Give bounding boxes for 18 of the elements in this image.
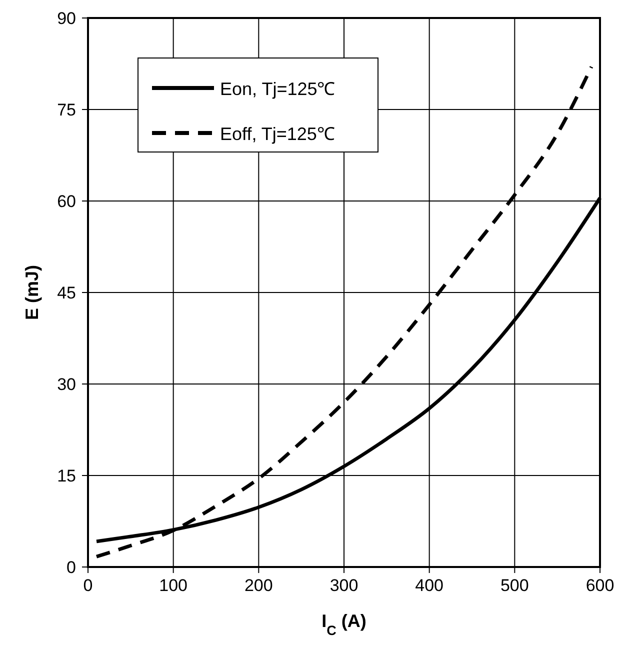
x-tick-label: 200: [244, 576, 273, 595]
y-tick-label: 0: [66, 558, 76, 577]
x-tick-label: 0: [83, 576, 93, 595]
y-tick-label: 90: [57, 9, 76, 28]
x-tick-label: 300: [330, 576, 358, 595]
x-tick-label: 100: [159, 576, 188, 595]
x-tick-label: 500: [500, 576, 529, 595]
y-tick-label: 45: [57, 284, 76, 302]
x-tick-label: 600: [586, 576, 614, 595]
x-axis-title: I$_{C}$ (A): [322, 611, 366, 638]
x-tick-label: 400: [415, 576, 444, 595]
y-tick-label: 60: [57, 192, 76, 211]
legend-label: Eoff, Tj=125℃: [220, 124, 335, 144]
y-tick-label: 15: [57, 466, 76, 486]
y-tick-label: 30: [57, 375, 76, 394]
y-axis-title: E (mJ): [22, 264, 42, 320]
y-tick-label: 75: [57, 100, 76, 120]
legend-label: Eon, Tj=125℃: [220, 79, 336, 99]
